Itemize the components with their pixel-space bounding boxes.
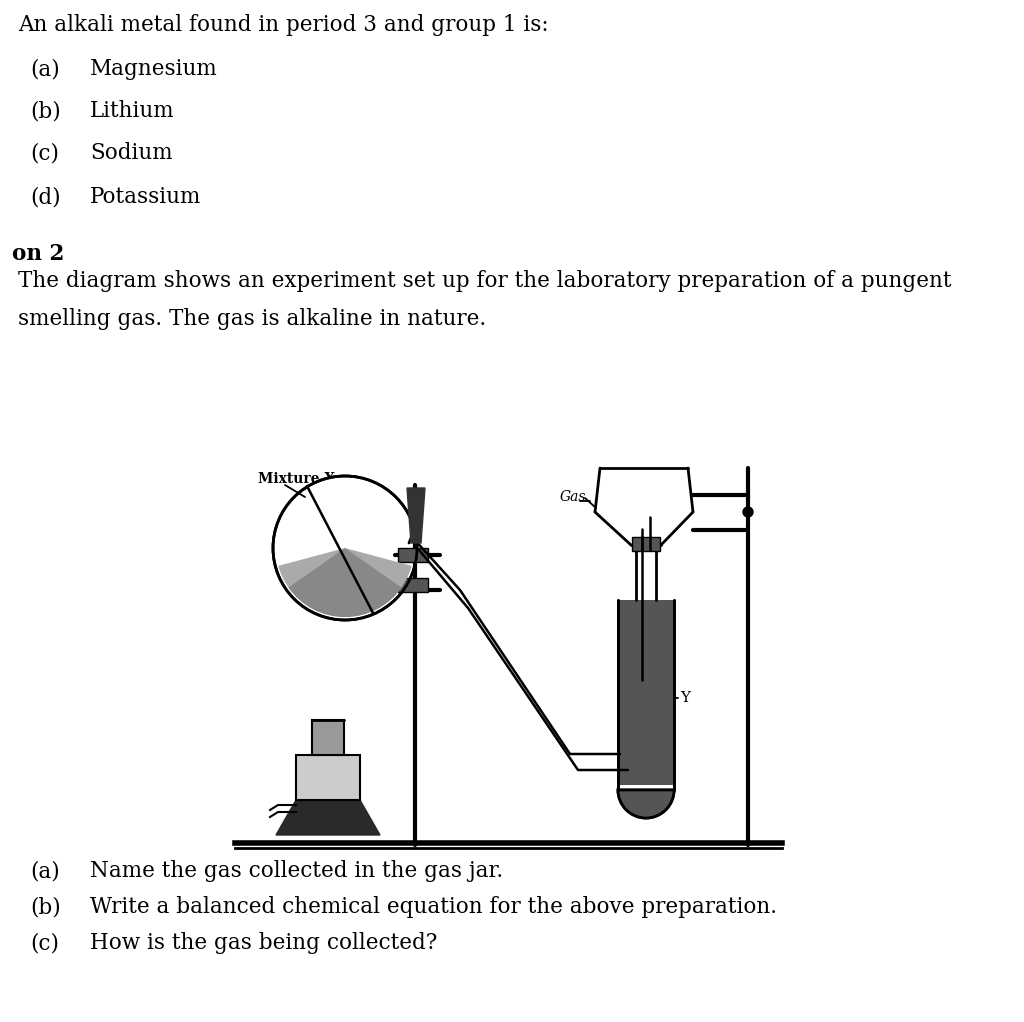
- Text: Magnesium: Magnesium: [90, 58, 218, 80]
- Text: (c): (c): [30, 932, 59, 954]
- Bar: [312, 721, 344, 755]
- Text: Lithium: Lithium: [90, 100, 175, 122]
- Text: on 2: on 2: [12, 243, 65, 265]
- Text: Name the gas collected in the gas jar.: Name the gas collected in the gas jar.: [90, 860, 503, 882]
- Polygon shape: [407, 487, 425, 543]
- Text: Y: Y: [680, 691, 690, 705]
- Text: An alkali metal found in period 3 and group 1 is:: An alkali metal found in period 3 and gr…: [18, 14, 549, 36]
- Text: The diagram shows an experiment set up for the laboratory preparation of a punge: The diagram shows an experiment set up f…: [18, 270, 951, 292]
- Bar: [296, 755, 360, 800]
- Text: smelling gas. The gas is alkaline in nature.: smelling gas. The gas is alkaline in nat…: [18, 308, 486, 330]
- Text: Mixture X: Mixture X: [258, 472, 335, 486]
- Wedge shape: [289, 548, 401, 617]
- Bar: [398, 578, 428, 592]
- Bar: [398, 548, 428, 562]
- Text: (b): (b): [30, 896, 60, 918]
- Text: Write a balanced chemical equation for the above preparation.: Write a balanced chemical equation for t…: [90, 896, 777, 918]
- Text: (b): (b): [30, 100, 60, 122]
- Text: Sodium: Sodium: [90, 142, 173, 164]
- Wedge shape: [618, 790, 673, 817]
- Text: (c): (c): [30, 142, 59, 164]
- Text: (d): (d): [30, 186, 60, 208]
- Circle shape: [743, 507, 753, 517]
- Wedge shape: [618, 790, 674, 818]
- Wedge shape: [279, 548, 412, 617]
- Text: Potassium: Potassium: [90, 186, 202, 208]
- Text: Gas: Gas: [560, 490, 587, 504]
- Bar: [632, 537, 660, 551]
- Circle shape: [273, 476, 417, 620]
- Text: (a): (a): [30, 860, 59, 882]
- Polygon shape: [276, 800, 380, 835]
- Text: How is the gas being collected?: How is the gas being collected?: [90, 932, 437, 954]
- Text: (a): (a): [30, 58, 59, 80]
- Bar: [618, 600, 673, 785]
